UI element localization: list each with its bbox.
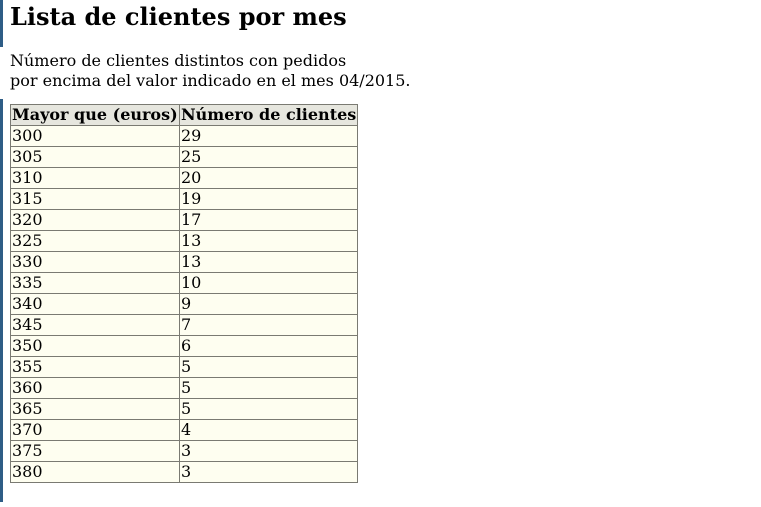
cell-threshold: 340: [11, 294, 180, 315]
cell-threshold: 300: [11, 126, 180, 147]
cell-threshold: 305: [11, 147, 180, 168]
cell-threshold: 315: [11, 189, 180, 210]
cell-client-count: 5: [180, 399, 358, 420]
cell-client-count: 19: [180, 189, 358, 210]
table-row: 340 9: [11, 294, 358, 315]
cell-client-count: 9: [180, 294, 358, 315]
table-row: 320 17: [11, 210, 358, 231]
cell-client-count: 17: [180, 210, 358, 231]
cell-client-count: 13: [180, 252, 358, 273]
cell-client-count: 7: [180, 315, 358, 336]
cell-threshold: 310: [11, 168, 180, 189]
column-header-client-count: Número de clientes: [180, 105, 358, 126]
cell-client-count: 3: [180, 441, 358, 462]
table-row: 355 5: [11, 357, 358, 378]
table-row: 365 5: [11, 399, 358, 420]
description-line-2: por encima del valor indicado en el mes …: [10, 71, 411, 91]
table-row: 360 5: [11, 378, 358, 399]
cell-threshold: 330: [11, 252, 180, 273]
table-row: 370 4: [11, 420, 358, 441]
table-body: 300 29 305 25 310 20 315 19 320 17 325 13 330 13 335 10…: [11, 126, 358, 483]
cell-client-count: 5: [180, 357, 358, 378]
table-row: 305 25: [11, 147, 358, 168]
cell-threshold: 375: [11, 441, 180, 462]
cell-client-count: 3: [180, 462, 358, 483]
cell-client-count: 4: [180, 420, 358, 441]
cell-client-count: 10: [180, 273, 358, 294]
cell-client-count: 5: [180, 378, 358, 399]
table-row: 330 13: [11, 252, 358, 273]
cell-client-count: 13: [180, 231, 358, 252]
cell-threshold: 325: [11, 231, 180, 252]
table-row: 335 10: [11, 273, 358, 294]
cell-threshold: 350: [11, 336, 180, 357]
cell-client-count: 6: [180, 336, 358, 357]
cell-client-count: 29: [180, 126, 358, 147]
table-row: 345 7: [11, 315, 358, 336]
cell-client-count: 20: [180, 168, 358, 189]
cell-threshold: 380: [11, 462, 180, 483]
cell-client-count: 25: [180, 147, 358, 168]
table-row: 325 13: [11, 231, 358, 252]
cell-threshold: 320: [11, 210, 180, 231]
cell-threshold: 345: [11, 315, 180, 336]
clients-table: Mayor que (euros) Número de clientes 300…: [10, 104, 358, 483]
cell-threshold: 365: [11, 399, 180, 420]
table-row: 300 29: [11, 126, 358, 147]
table-row: 315 19: [11, 189, 358, 210]
cell-threshold: 360: [11, 378, 180, 399]
left-accent-bar-top: [0, 0, 3, 47]
left-accent-bar-bottom: [0, 99, 3, 502]
table-row: 380 3: [11, 462, 358, 483]
page-title: Lista de clientes por mes: [10, 2, 347, 32]
column-header-threshold: Mayor que (euros): [11, 105, 180, 126]
description-line-1: Número de clientes distintos con pedidos: [10, 51, 411, 71]
cell-threshold: 355: [11, 357, 180, 378]
table-row: 310 20: [11, 168, 358, 189]
table-row: 350 6: [11, 336, 358, 357]
cell-threshold: 370: [11, 420, 180, 441]
cell-threshold: 335: [11, 273, 180, 294]
page-description: Número de clientes distintos con pedidos…: [10, 51, 411, 91]
table-row: 375 3: [11, 441, 358, 462]
table-header-row: Mayor que (euros) Número de clientes: [11, 105, 358, 126]
